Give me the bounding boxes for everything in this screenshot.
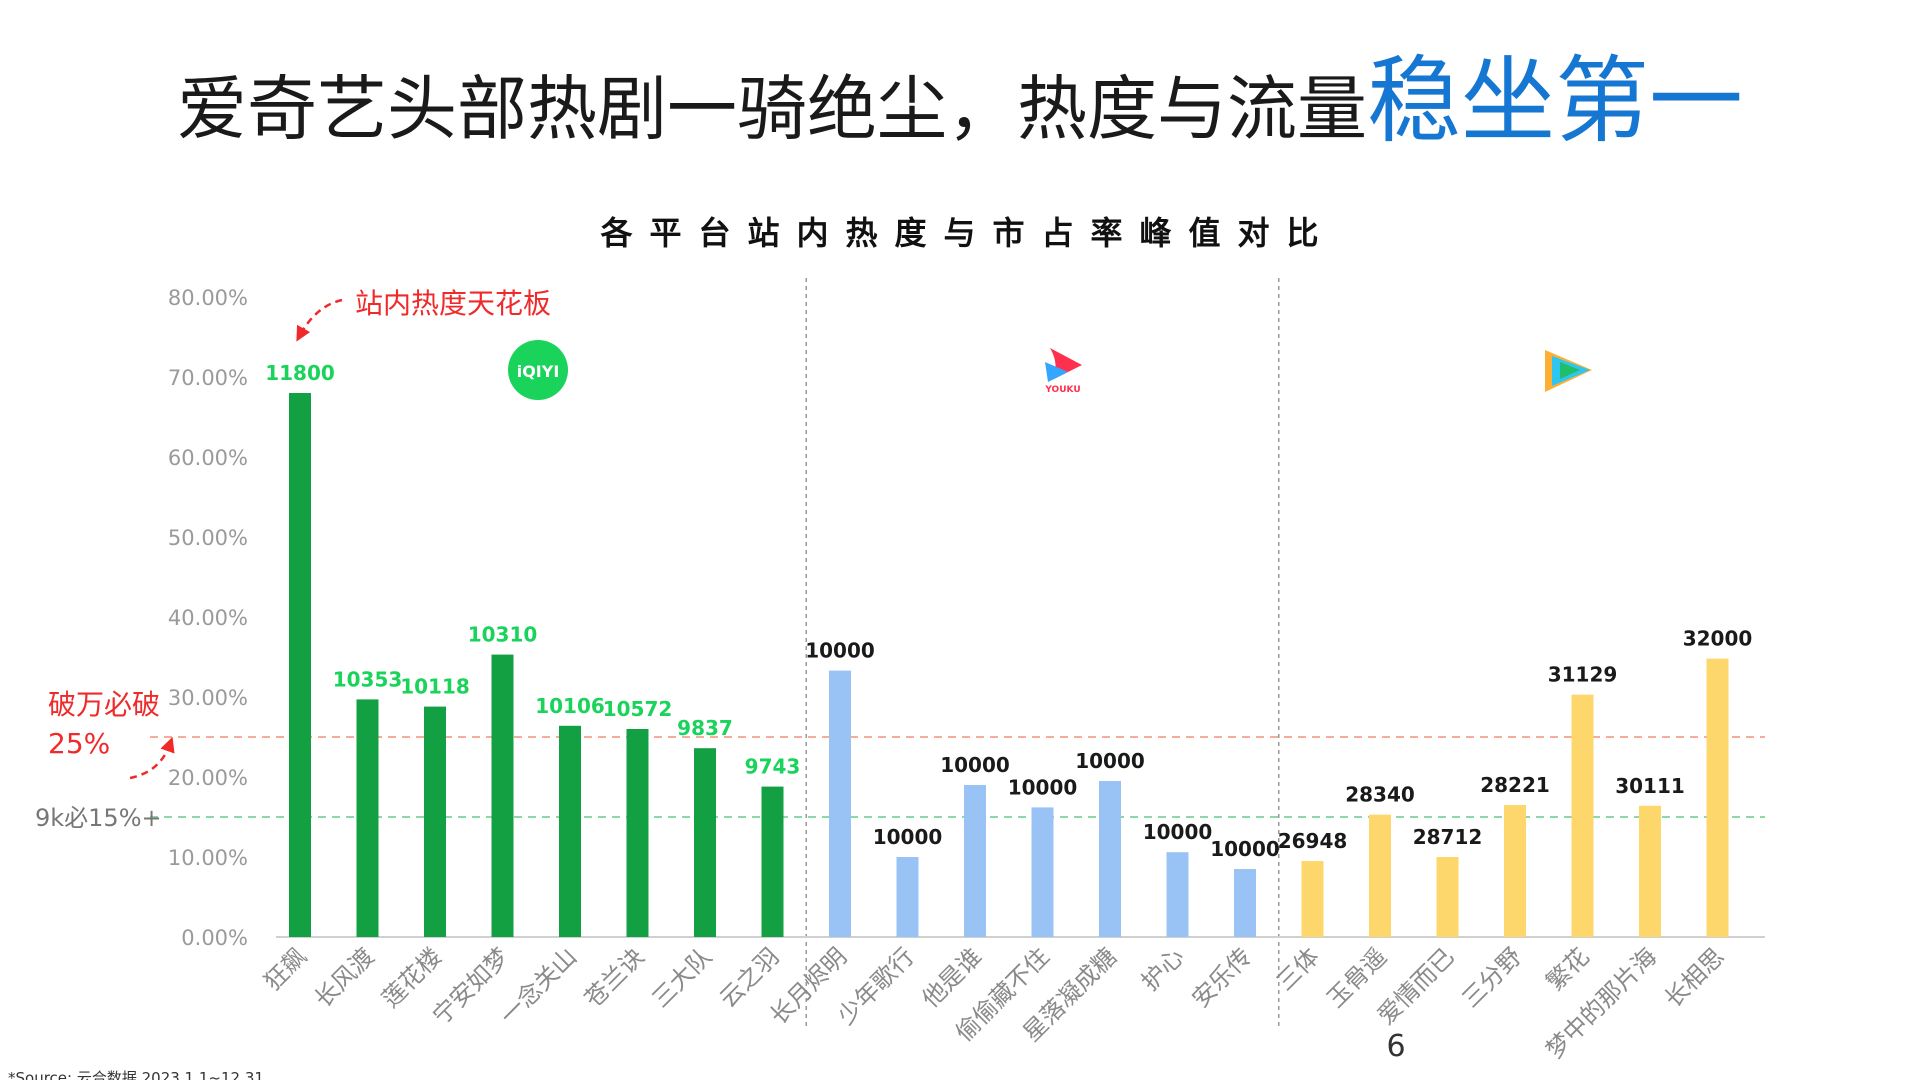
- bar: [559, 725, 581, 937]
- bar: [1031, 807, 1054, 937]
- iqiyi-logo: iQIYI: [508, 340, 568, 400]
- bar-value-label: 31129: [1548, 663, 1618, 687]
- y-tick-label: 40.00%: [168, 606, 248, 630]
- youku-logo: YOUKU: [1044, 348, 1082, 395]
- bar: [626, 729, 649, 937]
- x-tick-label: 长相思: [1659, 942, 1730, 1013]
- tencent-video-icon: [1545, 350, 1592, 392]
- bar-value-label: 11800: [265, 361, 335, 385]
- bar-value-label: 9837: [677, 716, 733, 740]
- bar: [829, 670, 851, 937]
- x-tick-label: 繁花: [1541, 942, 1595, 996]
- bar-value-label: 10000: [1075, 749, 1145, 773]
- bar: [1706, 658, 1729, 937]
- headline: 爱奇艺头部热剧一骑绝尘，热度与流量稳坐第一: [0, 52, 1920, 159]
- y-tick-label: 20.00%: [168, 766, 248, 790]
- bar: [491, 654, 514, 937]
- reference-line-label: 9k必15%+: [35, 804, 162, 832]
- bar-value-label: 30111: [1615, 774, 1685, 798]
- bar-value-label: 28221: [1480, 773, 1550, 797]
- ceiling-annotation-text: 站内热度天花板: [355, 287, 551, 320]
- bar-value-label: 10106: [535, 694, 605, 718]
- x-axis-labels: 狂飙长风渡莲花楼宁安如梦一念关山苍兰诀三大队云之羽长月烬明少年歌行他是谁偷偷藏不…: [259, 942, 1730, 1064]
- bar-value-label: 10000: [940, 753, 1010, 777]
- iqiyi-logo-text: iQIYI: [517, 362, 560, 381]
- x-tick-label: 苍兰诀: [579, 942, 650, 1013]
- bar-value-label: 10572: [603, 697, 673, 721]
- y-tick-label: 10.00%: [168, 846, 248, 870]
- platform-separators: [805, 278, 1280, 1030]
- bar: [424, 706, 446, 937]
- bar: [1166, 852, 1189, 937]
- bar: [1369, 814, 1391, 937]
- x-tick-label: 三大队: [647, 942, 718, 1013]
- ceiling-arrow-icon: [296, 298, 343, 342]
- bar-value-label: 10000: [1008, 775, 1078, 799]
- bar: [1099, 781, 1121, 937]
- ceiling-annotation: 站内热度天花板: [296, 287, 551, 342]
- source-note: *Source: 云合数据 2023.1.1~12.31: [8, 1069, 264, 1080]
- bar: [964, 785, 986, 937]
- page-number: 6: [1386, 1029, 1405, 1064]
- bar-value-label: 32000: [1683, 627, 1753, 651]
- bar-value-label: 28340: [1345, 783, 1415, 807]
- bar: [1504, 805, 1526, 937]
- x-tick-label: 长风渡: [309, 942, 380, 1013]
- youku-logo-text: YOUKU: [1044, 385, 1080, 395]
- bar: [896, 857, 919, 937]
- y-tick-label: 0.00%: [181, 926, 248, 950]
- bar-value-label: 10310: [468, 623, 538, 647]
- bar-value-label: 10000: [1210, 837, 1280, 861]
- headline-main: 爱奇艺头部热剧一骑绝尘，热度与流量: [176, 68, 1367, 150]
- y-axis: 0.00% 10.00% 20.00% 30.00% 40.00% 50.00% 60.00…: [168, 286, 248, 950]
- y-tick-label: 80.00%: [168, 286, 248, 310]
- reference-line-label: 25%: [48, 727, 110, 760]
- bar: [1639, 805, 1661, 937]
- youku-play-icon-accent: [1045, 362, 1068, 382]
- bar: [356, 699, 379, 937]
- x-tick-label: 安乐传: [1187, 942, 1258, 1013]
- reference-line-label: 破万必破: [48, 688, 160, 721]
- y-tick-label: 50.00%: [168, 526, 248, 550]
- bar: [1234, 869, 1256, 937]
- x-tick-label: 狂飙: [259, 942, 313, 996]
- bars: [289, 393, 1729, 937]
- bar-value-label: 10000: [805, 639, 875, 663]
- bar: [289, 393, 311, 937]
- bar: [694, 748, 716, 937]
- bar-value-label: 10000: [873, 825, 943, 849]
- reference-lines: 破万必破 25% 9k必15%+: [35, 688, 1765, 832]
- bar: [1301, 861, 1324, 937]
- bar-value-label: 28712: [1413, 825, 1483, 849]
- breakthrough-arrow-icon: [129, 736, 175, 780]
- bar-value-label: 10000: [1143, 820, 1213, 844]
- y-tick-label: 30.00%: [168, 686, 248, 710]
- chart-title: 各平台站内热度与市占率峰值对比: [600, 214, 1335, 252]
- y-tick-label: 60.00%: [168, 446, 248, 470]
- x-tick-label: 三分野: [1457, 942, 1528, 1013]
- bar-value-label: 10118: [400, 675, 470, 699]
- headline-highlight: 稳坐第一: [1366, 47, 1743, 156]
- bar: [1571, 694, 1594, 937]
- bar-value-label: 9743: [745, 755, 801, 779]
- bar-value-label: 26948: [1278, 829, 1348, 853]
- x-tick-label: 护心: [1136, 942, 1190, 996]
- bar: [761, 786, 784, 937]
- bar: [1436, 857, 1459, 937]
- y-tick-label: 70.00%: [168, 366, 248, 390]
- bar-value-label: 10353: [333, 667, 403, 691]
